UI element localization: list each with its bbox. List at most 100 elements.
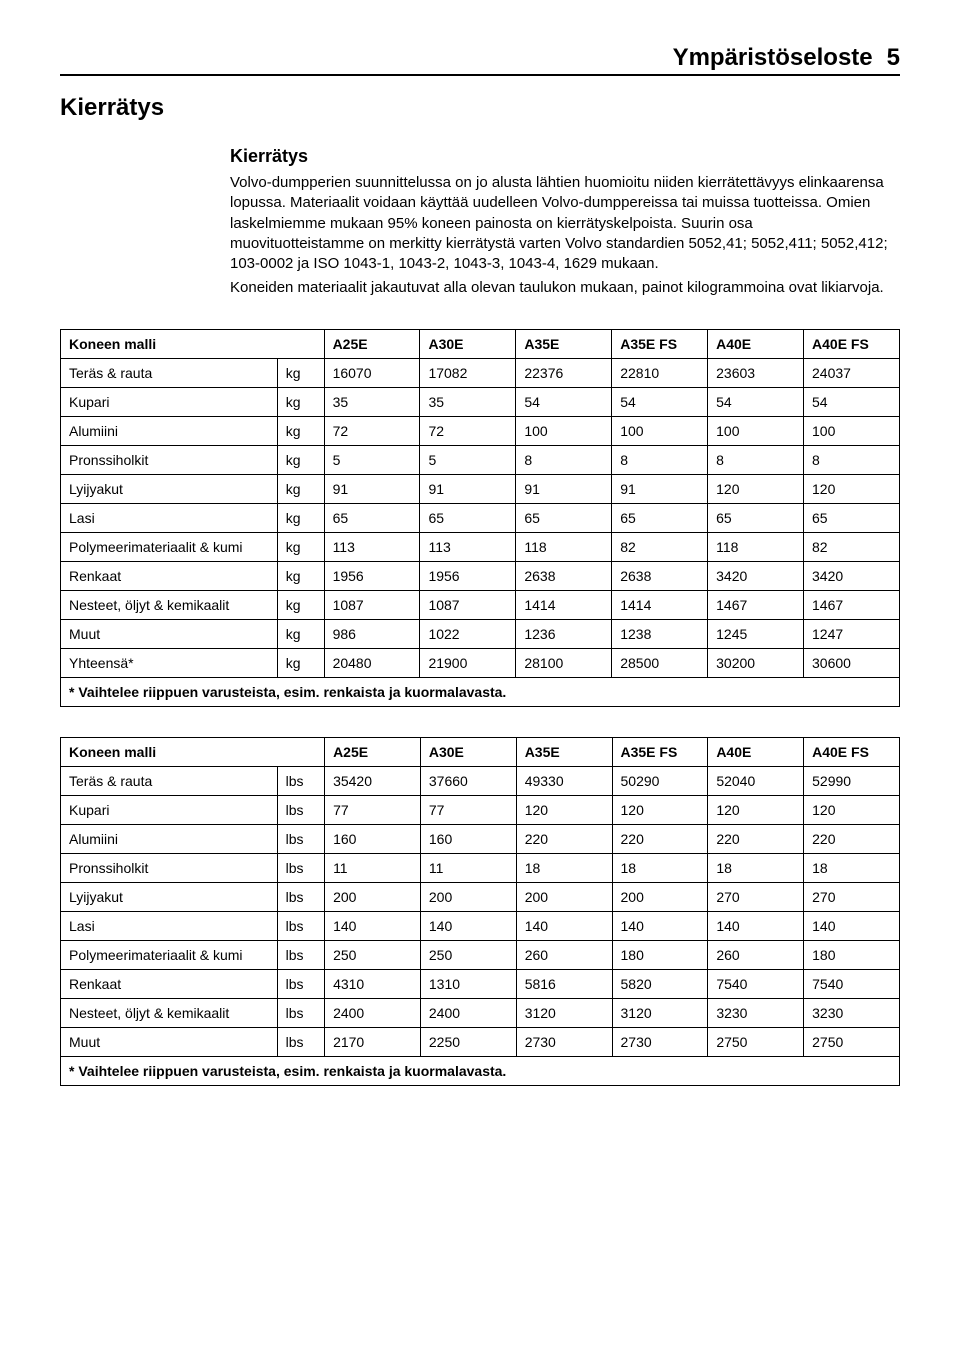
table2-footnote: * Vaihtelee riippuen varusteista, esim. …: [61, 1056, 900, 1085]
table-row: Muutlbs217022502730273027502750: [61, 1027, 900, 1056]
row-value: 1087: [324, 590, 420, 619]
row-value: 200: [612, 882, 708, 911]
row-unit: kg: [277, 416, 324, 445]
row-value: 37660: [420, 766, 516, 795]
row-label: Kupari: [61, 387, 278, 416]
row-value: 2400: [420, 998, 516, 1027]
row-label: Lyijyakut: [61, 882, 278, 911]
row-label: Muut: [61, 1027, 278, 1056]
row-value: 220: [516, 824, 612, 853]
row-value: 2750: [804, 1027, 900, 1056]
row-value: 17082: [420, 358, 516, 387]
row-value: 3120: [516, 998, 612, 1027]
model-header: A30E: [420, 329, 516, 358]
row-unit: kg: [277, 648, 324, 677]
table-row: Yhteensä*kg20480219002810028500302003060…: [61, 648, 900, 677]
row-value: 49330: [516, 766, 612, 795]
table1-footnote-row: * Vaihtelee riippuen varusteista, esim. …: [61, 677, 900, 706]
row-value: 91: [420, 474, 516, 503]
row-value: 8: [804, 445, 900, 474]
row-unit: lbs: [277, 969, 324, 998]
row-value: 140: [325, 911, 421, 940]
row-value: 2638: [612, 561, 708, 590]
row-value: 2400: [325, 998, 421, 1027]
model-header: A35E: [516, 737, 612, 766]
row-value: 5: [420, 445, 516, 474]
model-header: A35E FS: [612, 737, 708, 766]
model-label-header: Koneen malli: [61, 737, 325, 766]
row-value: 3420: [804, 561, 900, 590]
row-value: 8: [708, 445, 804, 474]
row-value: 120: [612, 795, 708, 824]
row-value: 3120: [612, 998, 708, 1027]
row-value: 8: [516, 445, 612, 474]
table-row: Polymeerimateriaalit & kumilbs2502502601…: [61, 940, 900, 969]
row-unit: lbs: [277, 766, 324, 795]
row-label: Yhteensä*: [61, 648, 278, 677]
model-header: A40E FS: [804, 737, 900, 766]
row-unit: kg: [277, 358, 324, 387]
row-value: 120: [708, 474, 804, 503]
row-value: 72: [324, 416, 420, 445]
row-label: Teräs & rauta: [61, 358, 278, 387]
row-value: 54: [612, 387, 708, 416]
model-header: A25E: [325, 737, 421, 766]
row-value: 1236: [516, 619, 612, 648]
row-value: 91: [324, 474, 420, 503]
table-row: Lasilbs140140140140140140: [61, 911, 900, 940]
row-value: 72: [420, 416, 516, 445]
sub-title: Kierrätys: [230, 146, 890, 167]
row-value: 18: [804, 853, 900, 882]
row-value: 140: [516, 911, 612, 940]
row-unit: kg: [277, 387, 324, 416]
row-value: 4310: [325, 969, 421, 998]
row-value: 1956: [420, 561, 516, 590]
row-value: 11: [325, 853, 421, 882]
row-unit: lbs: [277, 911, 324, 940]
row-unit: lbs: [277, 1027, 324, 1056]
row-unit: lbs: [277, 998, 324, 1027]
header-title: Ympäristöseloste: [673, 44, 873, 72]
row-value: 2638: [516, 561, 612, 590]
row-value: 2750: [708, 1027, 804, 1056]
row-label: Polymeerimateriaalit & kumi: [61, 940, 278, 969]
row-value: 100: [804, 416, 900, 445]
table-row: Muutkg98610221236123812451247: [61, 619, 900, 648]
row-value: 2730: [516, 1027, 612, 1056]
row-value: 1238: [612, 619, 708, 648]
model-label-header: Koneen malli: [61, 329, 325, 358]
row-value: 35: [420, 387, 516, 416]
row-unit: kg: [277, 619, 324, 648]
table-row: Polymeerimateriaalit & kumikg11311311882…: [61, 532, 900, 561]
row-value: 3230: [804, 998, 900, 1027]
row-value: 118: [516, 532, 612, 561]
row-value: 1467: [804, 590, 900, 619]
table-row: Pronssiholkitkg558888: [61, 445, 900, 474]
row-value: 28500: [612, 648, 708, 677]
row-value: 100: [708, 416, 804, 445]
row-value: 82: [804, 532, 900, 561]
row-value: 1467: [708, 590, 804, 619]
row-value: 180: [804, 940, 900, 969]
row-value: 22810: [612, 358, 708, 387]
row-value: 5820: [612, 969, 708, 998]
row-unit: lbs: [277, 824, 324, 853]
row-label: Pronssiholkit: [61, 445, 278, 474]
table-row: Alumiinilbs160160220220220220: [61, 824, 900, 853]
row-value: 77: [325, 795, 421, 824]
table-header-row: Koneen malli A25E A30E A35E A35E FS A40E…: [61, 737, 900, 766]
table-row: Lyijyakutkg91919191120120: [61, 474, 900, 503]
paragraph-2: Koneiden materiaalit jakautuvat alla ole…: [230, 278, 890, 298]
table-row: Lasikg656565656565: [61, 503, 900, 532]
row-value: 3420: [708, 561, 804, 590]
row-value: 220: [612, 824, 708, 853]
row-value: 1956: [324, 561, 420, 590]
row-value: 270: [804, 882, 900, 911]
row-label: Renkaat: [61, 969, 278, 998]
row-value: 18: [708, 853, 804, 882]
row-value: 100: [516, 416, 612, 445]
row-value: 140: [804, 911, 900, 940]
row-value: 200: [516, 882, 612, 911]
table1-body: Teräs & rautakg1607017082223762281023603…: [61, 358, 900, 677]
row-value: 30200: [708, 648, 804, 677]
